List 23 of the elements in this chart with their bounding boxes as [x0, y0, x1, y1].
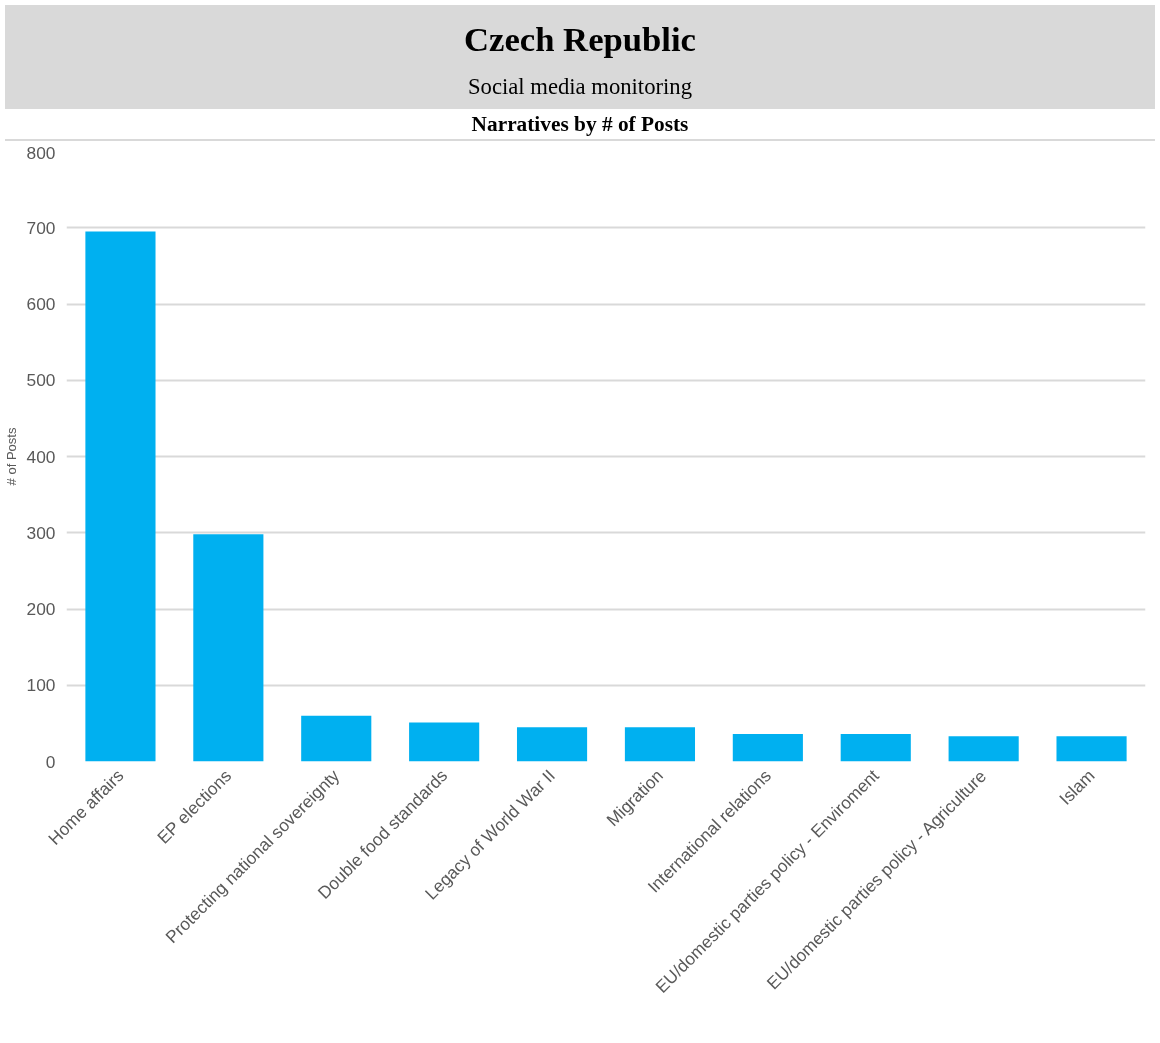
bar — [409, 722, 480, 762]
bar — [193, 534, 264, 762]
chart-title: Czech Republic — [463, 19, 697, 60]
y-tick-label: 800 — [26, 142, 56, 163]
bar — [85, 231, 156, 762]
bar — [840, 734, 911, 762]
bar — [301, 716, 372, 762]
bar — [624, 727, 696, 762]
text: Narratives by # of Posts — [5, 108, 1155, 142]
y-tick-label: 100 — [26, 675, 56, 696]
bar — [516, 727, 588, 762]
y-tick-label: 300 — [26, 523, 56, 544]
y-tick-label: 0 — [45, 751, 56, 772]
y-tick-label: 500 — [26, 370, 56, 391]
bar — [948, 736, 1019, 762]
y-tick-label: 200 — [26, 599, 56, 620]
chart-subtitle: Social media monitoring — [467, 72, 693, 101]
y-axis-title: # of Posts — [3, 427, 19, 486]
y-tick-label: 700 — [26, 218, 56, 239]
y-tick-label: 400 — [26, 446, 56, 467]
bar — [1056, 736, 1127, 762]
y-tick-label: 600 — [26, 294, 56, 315]
bar — [732, 734, 803, 762]
